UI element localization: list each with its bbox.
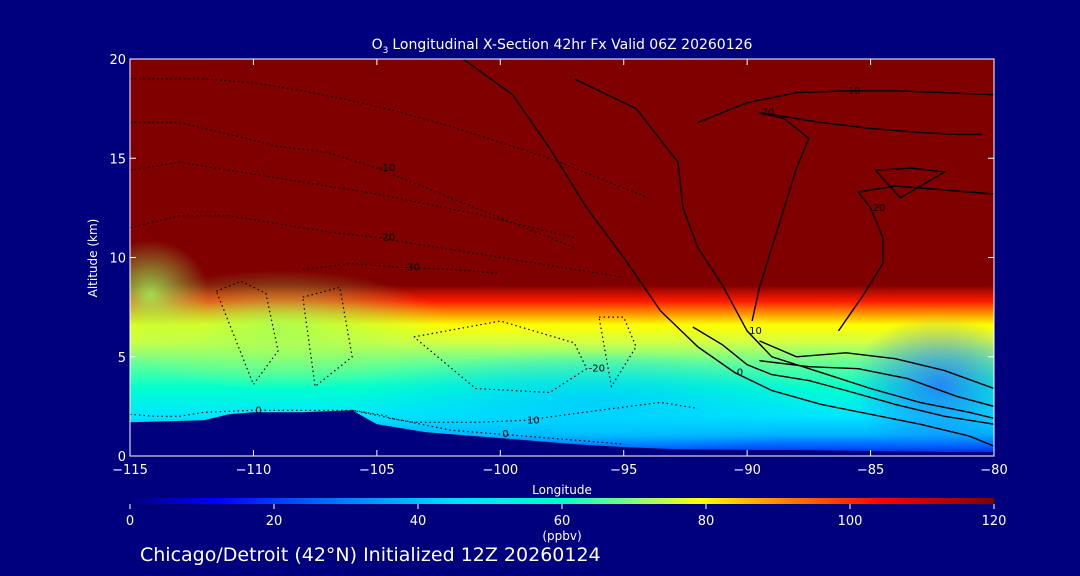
dashed-contour-2 xyxy=(389,401,698,423)
x-tick-label: −85 xyxy=(857,463,884,478)
solid-contour-7 xyxy=(837,185,994,332)
colorbar-tick-label: 40 xyxy=(410,514,427,529)
contour-label: 20 xyxy=(761,108,774,119)
colorbar-tick-label: 80 xyxy=(698,514,715,529)
x-axis-label: Longitude xyxy=(532,483,592,497)
solid-contour-6 xyxy=(751,111,982,322)
contour-label: 0 xyxy=(737,368,743,379)
colorbar-scale xyxy=(130,498,994,504)
contour-label: 10 xyxy=(848,86,861,97)
y-tick-label: 15 xyxy=(109,152,126,167)
x-tick-label: −80 xyxy=(980,463,1007,478)
contour-label: -30 xyxy=(404,262,420,273)
dashed-contour-7 xyxy=(215,280,279,386)
contour-label: -20 xyxy=(589,364,605,375)
contour-label: -10 xyxy=(379,163,395,174)
field-shading xyxy=(130,240,994,456)
colorbar-tick-label: 120 xyxy=(982,514,1007,529)
x-tick-label: −115 xyxy=(112,463,148,478)
plot-area: 0 0 10 -10 -20 -30 -20 0 10 10 20 20 xyxy=(130,59,994,456)
x-tick-label: −95 xyxy=(610,463,637,478)
y-tick-label: 10 xyxy=(109,252,126,267)
chart-title: O3 Longitudinal X-Section 42hr Fx Valid 0… xyxy=(372,37,753,56)
colorbar: 0 20 40 60 80 100 120 xyxy=(126,498,1007,529)
colorbar-tick-label: 60 xyxy=(554,514,571,529)
colorbar-tick-label: 20 xyxy=(266,514,283,529)
dashed-contour-11 xyxy=(130,161,575,239)
terrain-mask xyxy=(130,410,994,456)
y-tick-label: 5 xyxy=(118,351,126,366)
x-tick-label: −90 xyxy=(733,463,760,478)
colorbar-tick-label: 0 xyxy=(126,514,134,529)
footer-caption: Chicago/Detroit (42°N) Initialized 12Z 2… xyxy=(140,544,601,566)
dashed-contour-8 xyxy=(302,286,353,388)
solid-contour-layer: 0 10 10 20 20 xyxy=(462,59,994,447)
dashed-contour-layer: 0 0 10 -10 -20 -30 -20 xyxy=(130,78,698,445)
y-axis: 0 5 10 15 20 xyxy=(109,53,994,465)
y-axis-label: Altitude (km) xyxy=(86,219,100,298)
contour-label: 10 xyxy=(749,326,762,337)
contour-label: 10 xyxy=(527,415,540,426)
x-tick-label: −110 xyxy=(236,463,272,478)
x-tick-label: −105 xyxy=(359,463,395,478)
x-axis: −115 −110 −105 −100 −95 −90 −85 −80 xyxy=(112,59,1008,478)
dashed-contour-1 xyxy=(352,409,624,445)
dashed-contour-9 xyxy=(598,316,637,389)
contour-label: 0 xyxy=(502,429,508,440)
dashed-contour-0 xyxy=(130,409,390,417)
dashed-contour-6 xyxy=(413,320,588,394)
solid-contour-3 xyxy=(692,326,994,425)
colorbar-tick-label: 100 xyxy=(838,514,863,529)
solid-contour-0 xyxy=(462,59,994,447)
solid-contour-5 xyxy=(759,340,994,390)
solid-contour-8 xyxy=(874,167,947,199)
dashed-contour-5 xyxy=(302,262,501,274)
solid-contour-2 xyxy=(697,90,994,124)
dashed-contour-10 xyxy=(130,78,649,199)
colorbar-units: (ppbv) xyxy=(542,529,581,543)
contour-label: 0 xyxy=(255,405,261,416)
contour-label: -20 xyxy=(379,233,395,244)
y-tick-label: 0 xyxy=(118,450,126,465)
x-tick-label: −100 xyxy=(482,463,518,478)
contour-label: 20 xyxy=(873,203,886,214)
y-tick-label: 20 xyxy=(109,53,126,68)
solid-contour-1 xyxy=(573,78,994,419)
solid-contour-4 xyxy=(759,360,994,408)
